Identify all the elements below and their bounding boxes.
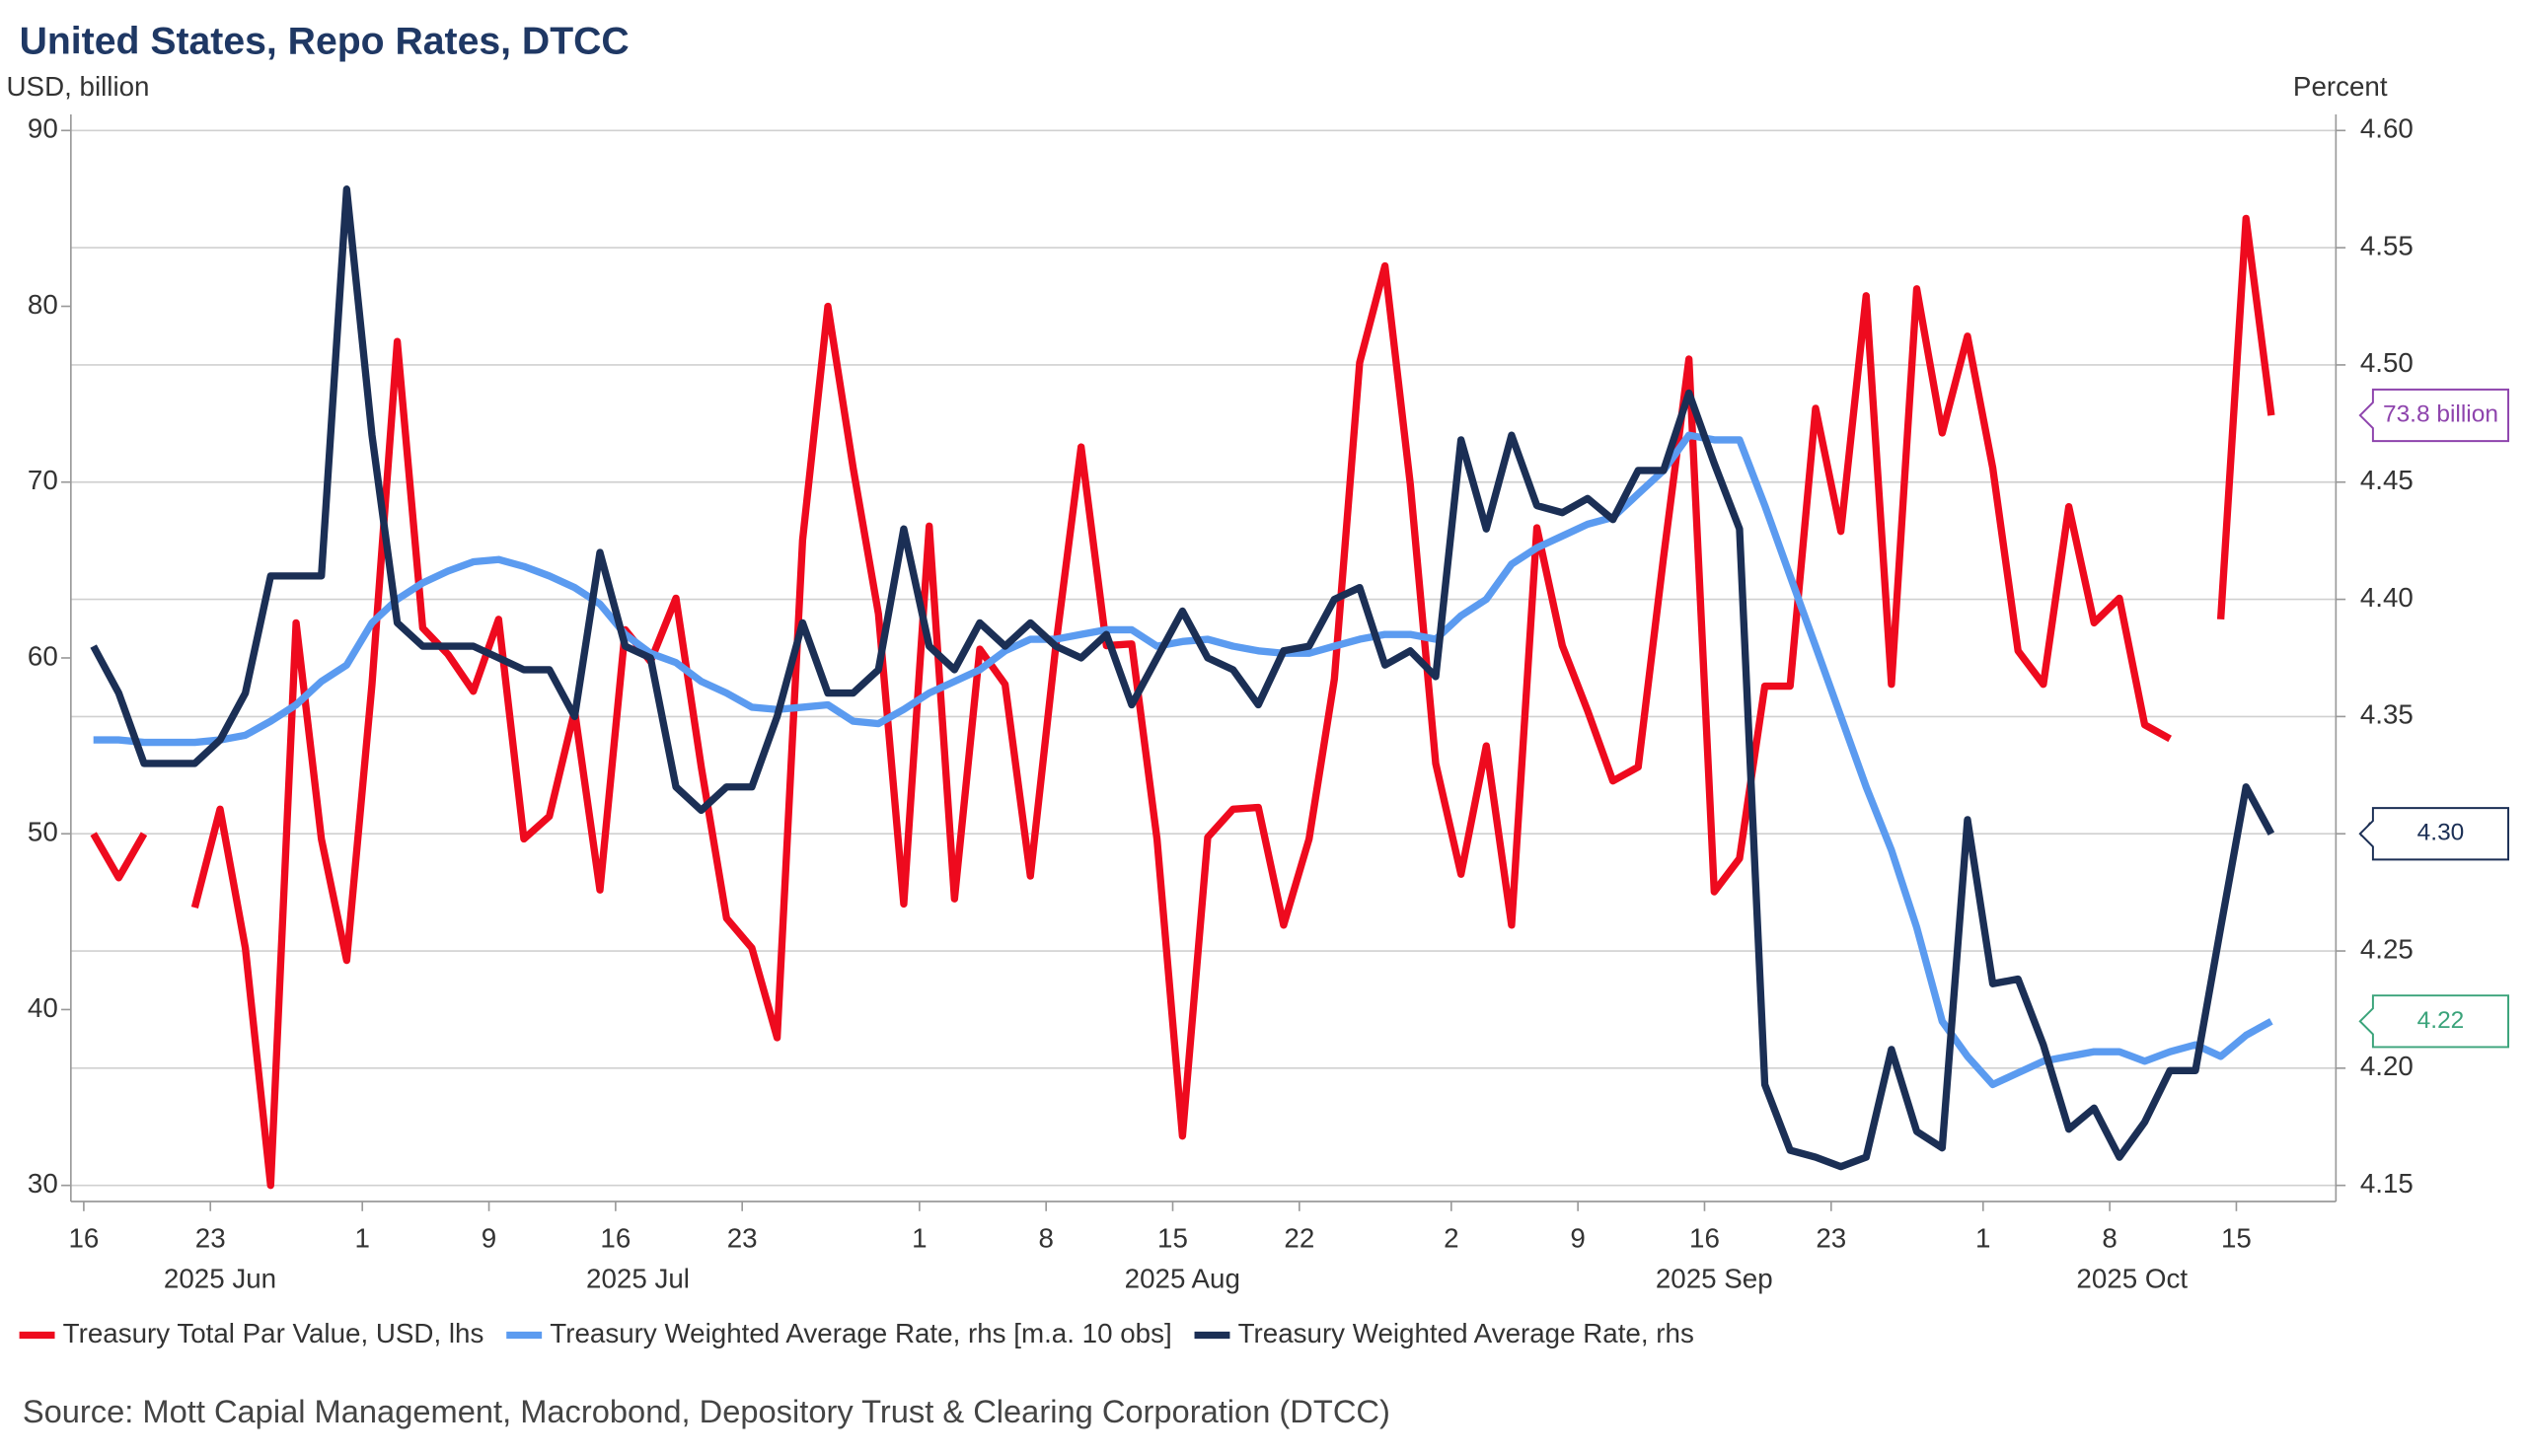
x-tick-label: 9 — [1570, 1223, 1585, 1254]
x-tick-label: 23 — [727, 1223, 758, 1254]
end-label-text: 4.22 — [2417, 1007, 2465, 1034]
end-label-box — [2358, 388, 2510, 443]
end-label: 4.22 — [2358, 994, 2510, 1049]
y-tick-label: 40 — [28, 992, 58, 1023]
x-tick-label: 16 — [1689, 1223, 1720, 1254]
x-tick-label: 1 — [1975, 1223, 1990, 1254]
x-tick-label: 9 — [482, 1223, 496, 1254]
y-tick-label: 90 — [28, 113, 58, 144]
x-tick-label: 23 — [1816, 1223, 1846, 1254]
series-line — [90, 185, 2275, 1171]
series-line — [90, 214, 2275, 1190]
end-label: 73.8 billion — [2358, 388, 2510, 443]
month-label: 2025 Aug — [1125, 1263, 1240, 1293]
month-label: 2025 Jun — [164, 1263, 276, 1293]
x-tick-label: 1 — [912, 1223, 927, 1254]
end-label: 4.30 — [2358, 807, 2510, 861]
x-tick-label: 23 — [195, 1223, 226, 1254]
x-tick-label: 1 — [354, 1223, 369, 1254]
y2-tick-label: 4.25 — [2360, 933, 2414, 964]
x-tick-label: 15 — [2221, 1223, 2252, 1254]
end-label-text: 4.30 — [2417, 820, 2465, 846]
end-label-box — [2358, 807, 2510, 861]
end-label-text: 73.8 billion — [2383, 400, 2498, 427]
month-label: 2025 Jul — [586, 1263, 690, 1293]
y-tick-label: 30 — [28, 1168, 58, 1199]
y2-tick-label: 4.40 — [2360, 582, 2414, 613]
legend-label: Treasury Weighted Average Rate, rhs [m.a… — [550, 1318, 1171, 1348]
end-label-box — [2358, 994, 2510, 1049]
y-tick-label: 80 — [28, 289, 58, 320]
source-note: Source: Mott Capial Management, Macrobon… — [23, 1393, 1390, 1429]
legend-label: Treasury Total Par Value, USD, lhs — [63, 1318, 484, 1348]
y2-tick-label: 4.20 — [2360, 1051, 2414, 1081]
x-tick-label: 16 — [600, 1223, 631, 1254]
x-tick-label: 16 — [68, 1223, 99, 1254]
y-axis-title: USD, billion — [7, 71, 150, 102]
x-tick-label: 8 — [1038, 1223, 1053, 1254]
y2-tick-label: 4.35 — [2360, 699, 2414, 730]
x-tick-label: 2 — [1444, 1223, 1458, 1254]
y2-tick-label: 4.50 — [2360, 347, 2414, 378]
y2-tick-label: 4.60 — [2360, 113, 2414, 144]
x-tick-label: 15 — [1157, 1223, 1188, 1254]
legend-label: Treasury Weighted Average Rate, rhs — [1238, 1318, 1694, 1348]
y2-tick-label: 4.55 — [2360, 230, 2414, 260]
month-label: 2025 Oct — [2076, 1263, 2188, 1293]
y2-axis-title: Percent — [2293, 71, 2388, 102]
y2-tick-label: 4.15 — [2360, 1168, 2414, 1199]
y-tick-label: 50 — [28, 817, 58, 847]
y-tick-label: 60 — [28, 640, 58, 671]
y2-tick-label: 4.45 — [2360, 465, 2414, 495]
series-line — [93, 431, 2273, 1089]
y-tick-label: 70 — [28, 465, 58, 495]
x-tick-label: 22 — [1284, 1223, 1314, 1254]
chart-title: United States, Repo Rates, DTCC — [20, 20, 630, 62]
month-label: 2025 Sep — [1656, 1263, 1773, 1293]
x-tick-label: 8 — [2102, 1223, 2117, 1254]
